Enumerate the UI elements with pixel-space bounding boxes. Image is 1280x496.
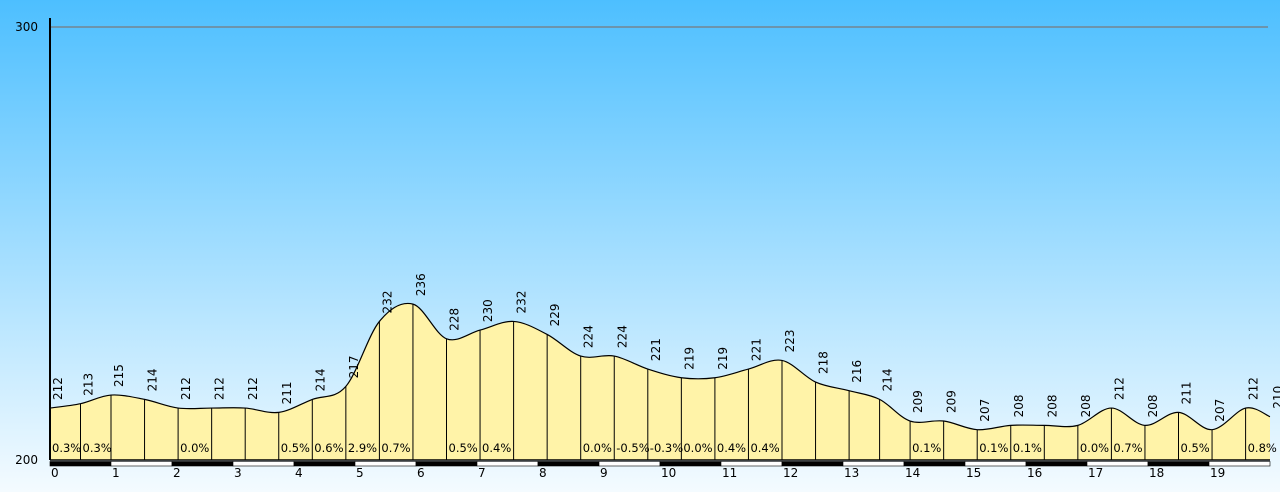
x-tick-label: 12 (783, 466, 798, 480)
scale-bar-segment (232, 461, 295, 467)
elevation-label: 212 (246, 377, 260, 400)
scale-bar-segment (537, 461, 600, 467)
x-tick-label: 11 (722, 466, 737, 480)
x-tick-label: 9 (600, 466, 608, 480)
elevation-label: 228 (448, 308, 462, 331)
grade-label: 0.4% (750, 441, 779, 455)
scale-bar-segment (49, 461, 112, 467)
grade-label: 0.5% (449, 441, 478, 455)
grade-label: 0.1% (912, 441, 941, 455)
scale-bar-segment (293, 461, 356, 467)
grade-label: 0.1% (1013, 441, 1042, 455)
elevation-label: 208 (1146, 394, 1160, 417)
elevation-label: 224 (582, 325, 596, 348)
elevation-label: 217 (347, 355, 361, 378)
elevation-label: 210 (1271, 386, 1280, 409)
elevation-label: 214 (313, 368, 327, 391)
elevation-label: 221 (749, 338, 763, 361)
elevation-label: 212 (213, 377, 227, 400)
scale-bar-segment (476, 461, 539, 467)
grade-label: 0.3% (52, 441, 81, 455)
scale-bar-segment (354, 461, 417, 467)
elevation-label: 219 (682, 347, 696, 370)
x-tick-label: 4 (295, 466, 303, 480)
x-tick-label: 8 (539, 466, 547, 480)
elevation-label: 232 (380, 291, 394, 314)
elevation-line (49, 302, 1271, 431)
elevation-label: 209 (945, 390, 959, 413)
elevation-label: 212 (51, 377, 65, 400)
grade-label: 0.7% (381, 441, 410, 455)
elevation-label: 212 (1247, 377, 1261, 400)
elevation-label: 223 (783, 330, 797, 353)
elevation-label: 216 (850, 360, 864, 383)
x-tick-label: 2 (173, 466, 181, 480)
grade-label: 0.1% (979, 441, 1008, 455)
elevation-label: 211 (280, 381, 294, 404)
elevation-label: 213 (82, 373, 96, 396)
elevation-label: 212 (1112, 377, 1126, 400)
x-tick-label: 18 (1149, 466, 1164, 480)
elevation-label: 207 (1213, 399, 1227, 422)
grade-label: 0.0% (583, 441, 612, 455)
x-tick-label: 3 (234, 466, 242, 480)
x-tick-label: 14 (905, 466, 920, 480)
elevation-label: 214 (881, 368, 895, 391)
scale-bar-segment (415, 461, 478, 467)
elevation-label: 219 (716, 347, 730, 370)
elevation-label: 236 (414, 273, 428, 296)
x-tick-label: 16 (1027, 466, 1042, 480)
grade-label: 0.6% (314, 441, 343, 455)
elevation-label: 207 (978, 399, 992, 422)
grade-label: 0.0% (1080, 441, 1109, 455)
grade-label: 0.3% (83, 441, 112, 455)
x-tick-label: 19 (1210, 466, 1225, 480)
grade-label: 0.5% (281, 441, 310, 455)
grade-label: 2.9% (348, 441, 377, 455)
x-tick-label: 17 (1088, 466, 1103, 480)
grade-label: 0.4% (482, 441, 511, 455)
elevation-label: 232 (515, 291, 529, 314)
x-tick-label: 6 (417, 466, 425, 480)
elevation-label: 212 (179, 377, 193, 400)
elevation-label: 208 (1079, 394, 1093, 417)
x-tick-label: 15 (966, 466, 981, 480)
elevation-label: 215 (112, 364, 126, 387)
grade-label: 0.0% (180, 441, 209, 455)
grade-label: 0.0% (683, 441, 712, 455)
x-tick-label: 7 (478, 466, 486, 480)
grade-label: 0.8% (1248, 441, 1277, 455)
grade-label: 0.7% (1113, 441, 1142, 455)
scale-bar-segment (171, 461, 234, 467)
x-tick-label: 0 (51, 466, 59, 480)
elevation-label: 214 (146, 368, 160, 391)
elevation-label: 224 (615, 325, 629, 348)
grade-label: 0.4% (717, 441, 746, 455)
x-tick-label: 1 (112, 466, 120, 480)
elevation-label: 208 (1045, 394, 1059, 417)
elevation-label: 230 (481, 299, 495, 322)
elevation-label: 218 (817, 351, 831, 374)
x-tick-label: 10 (661, 466, 676, 480)
elevation-label: 208 (1012, 394, 1026, 417)
x-tick-label: 13 (844, 466, 859, 480)
y-tick-label: 200 (15, 453, 38, 467)
grade-label: -0.5% (616, 441, 649, 455)
elevation-label: 211 (1180, 381, 1194, 404)
elevation-label: 221 (649, 338, 663, 361)
elevation-label: 229 (548, 304, 562, 327)
elevation-label: 209 (911, 390, 925, 413)
grade-label: 0.5% (1181, 441, 1210, 455)
scale-bar-segment (110, 461, 173, 467)
x-tick-label: 5 (356, 466, 364, 480)
grade-label: -0.3% (650, 441, 683, 455)
elevation-area (50, 303, 1270, 460)
scale-bar-segment (598, 461, 661, 467)
y-tick-label: 300 (15, 20, 38, 34)
scale-bar-segment (1208, 461, 1271, 467)
